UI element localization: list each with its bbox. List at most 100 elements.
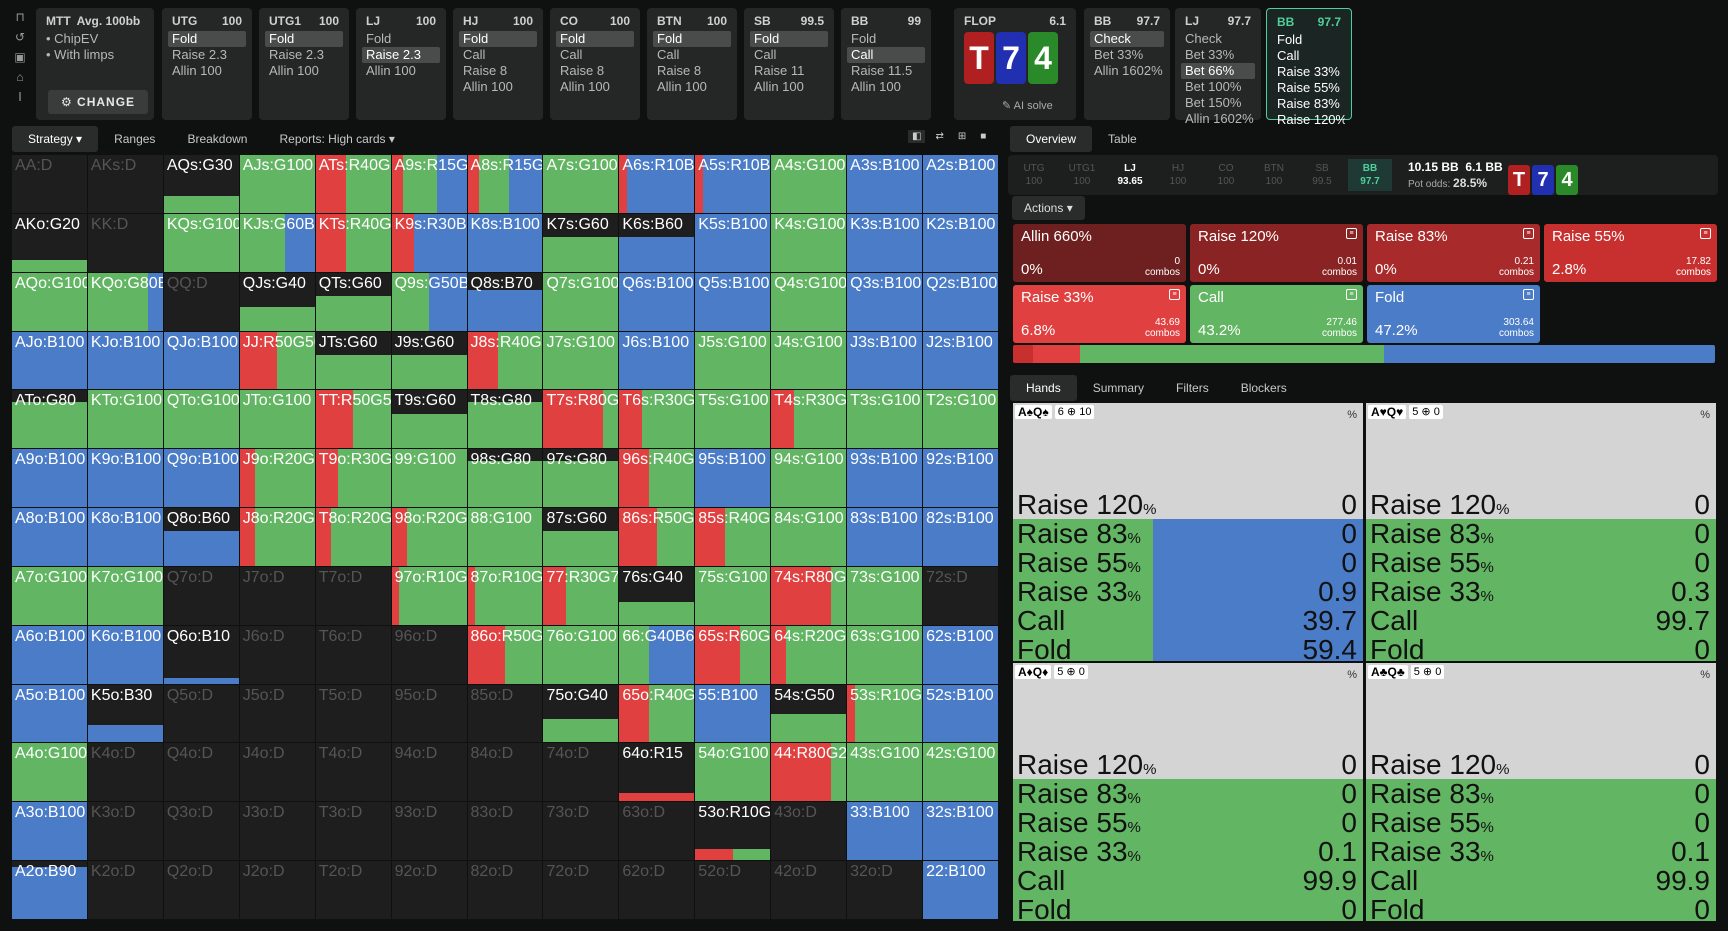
hand-detail-card[interactable]: A♠Q♠ 6 ⊕ 10% Raise 120% 0 Raise 83% 0 Raise 55… xyxy=(1013,403,1363,661)
position-panel-bb[interactable]: BB 99 Fold Call Raise 11.5 Allin 100 xyxy=(841,8,931,120)
hand-cell[interactable]: A9s:R15G45B40 xyxy=(391,155,467,213)
hand-cell[interactable]: 64s:R20G80 xyxy=(771,625,847,684)
hand-cell[interactable]: T2o:D xyxy=(315,861,391,919)
hand-cell[interactable]: KJs:G60B40 xyxy=(239,213,315,272)
hand-cell[interactable]: T5o:D xyxy=(315,684,391,743)
hand-cell[interactable]: 73s:G100 xyxy=(847,566,923,625)
hand-cell[interactable]: K6o:B100 xyxy=(87,625,163,684)
hand-cell[interactable]: Q2o:D xyxy=(163,861,239,919)
position-option[interactable]: Raise 11.5 xyxy=(851,63,913,78)
details-icon[interactable]: ≡ xyxy=(1346,228,1357,239)
hand-cell[interactable]: A4o:G100 xyxy=(12,743,87,802)
position-option[interactable]: Call xyxy=(560,47,583,62)
postflop-panel-bb[interactable]: BB 97.7 Check Bet 33% Allin 1602% xyxy=(1084,8,1170,120)
postflop-option[interactable]: Raise 33% xyxy=(1277,64,1340,79)
compact-icon[interactable]: ⇄ xyxy=(935,131,944,142)
hand-cell[interactable]: A6s:R10B90 xyxy=(619,155,695,213)
hand-cell[interactable]: 32s:B100 xyxy=(923,802,998,861)
hand-cell[interactable]: 32o:D xyxy=(847,861,923,919)
hand-cell[interactable]: 96s:R40G60 xyxy=(619,449,695,508)
hand-cell[interactable]: Q9s:G50B50 xyxy=(391,272,467,331)
hand-cell[interactable]: 76o:G100 xyxy=(543,625,619,684)
position-option[interactable]: Raise 8 xyxy=(463,63,508,78)
hand-cell[interactable]: T6s:R30G70 xyxy=(619,390,695,449)
postflop-option[interactable]: Fold xyxy=(1277,32,1303,47)
tab-reports[interactable]: Reports: High cards ▾ xyxy=(279,132,395,146)
save-icon[interactable]: ▣ xyxy=(14,50,26,64)
hand-cell[interactable]: Q7s:G100 xyxy=(543,272,619,331)
details-icon[interactable]: ≡ xyxy=(1700,228,1711,239)
percent-toggle[interactable]: % xyxy=(1700,409,1710,421)
hand-cell[interactable]: T5s:G100 xyxy=(695,390,771,449)
hand-cell[interactable]: 93o:D xyxy=(391,802,467,861)
hand-cell[interactable]: 75o:G40 xyxy=(543,684,619,743)
position-panel-sb[interactable]: SB 99.5 Fold Call Raise 11 Allin 100 xyxy=(744,8,834,120)
hand-cell[interactable]: K9s:R30B70 xyxy=(391,213,467,272)
action-box[interactable]: Allin 660% 0% 0 combos xyxy=(1013,224,1186,282)
hand-cell[interactable]: Q3s:B100 xyxy=(847,272,923,331)
actions-dropdown[interactable]: Actions ▾ xyxy=(1012,196,1085,220)
position-panel-utg[interactable]: UTG 100 Fold Raise 2.3 Allin 100 xyxy=(162,8,252,120)
position-option[interactable]: Allin 100 xyxy=(172,63,222,78)
position-option[interactable]: Allin 100 xyxy=(657,79,707,94)
hand-cell[interactable]: 94s:G100 xyxy=(771,449,847,508)
position-option[interactable]: Call xyxy=(847,47,925,63)
postflop-option[interactable]: Raise 83% xyxy=(1277,96,1340,111)
postflop-option[interactable]: Raise 55% xyxy=(1277,80,1340,95)
position-option[interactable]: Fold xyxy=(265,31,343,47)
text-cursor-icon[interactable]: Ⅰ xyxy=(18,90,22,104)
hand-cell[interactable]: A9o:B100 xyxy=(12,449,87,508)
hand-cell[interactable]: K6s:B60 xyxy=(619,213,695,272)
postflop-option[interactable]: Check xyxy=(1090,31,1164,47)
hand-cell[interactable]: J6o:D xyxy=(239,625,315,684)
hand-cell[interactable]: J4o:D xyxy=(239,743,315,802)
hand-cell[interactable]: JTs:G60 xyxy=(315,331,391,390)
hand-cell[interactable]: JJ:R50G50 xyxy=(239,331,315,390)
position-option[interactable]: Call xyxy=(657,47,680,62)
hand-cell[interactable]: A2s:B100 xyxy=(923,155,998,213)
summary-position[interactable]: CO 100 xyxy=(1217,163,1235,187)
summary-position[interactable]: UTG 100 xyxy=(1023,163,1045,187)
action-box[interactable]: Call ≡ 43.2% 277.46 combos xyxy=(1190,285,1363,343)
position-option[interactable]: Allin 100 xyxy=(754,79,804,94)
position-option[interactable]: Fold xyxy=(168,31,246,47)
hand-cell[interactable]: 52o:D xyxy=(695,861,771,919)
hand-cell[interactable]: K2o:D xyxy=(87,861,163,919)
hand-cell[interactable]: 85s:R40G60 xyxy=(695,508,771,566)
tab-blockers[interactable]: Blockers xyxy=(1240,381,1287,395)
hand-cell[interactable]: 97o:R10G90 xyxy=(391,566,467,625)
postflop-option[interactable]: Bet 66% xyxy=(1181,63,1255,79)
hand-detail-card[interactable]: A♣Q♣ 5 ⊕ 0% Raise 120% 0 Raise 83% 0 Raise 55%… xyxy=(1366,663,1716,921)
hand-cell[interactable]: J3s:B100 xyxy=(847,331,923,390)
summary-position[interactable]: BB 97.7 xyxy=(1348,159,1392,191)
hand-cell[interactable]: K9o:B100 xyxy=(87,449,163,508)
hand-cell[interactable]: Q4s:G100 xyxy=(771,272,847,331)
hand-cell[interactable]: 65s:R60G40 xyxy=(695,625,771,684)
hand-detail-card[interactable]: A♦Q♦ 5 ⊕ 0% Raise 120% 0 Raise 83% 0 Raise 55%… xyxy=(1013,663,1363,921)
hand-cell[interactable]: J3o:D xyxy=(239,802,315,861)
hand-cell[interactable]: JTo:G100 xyxy=(239,390,315,449)
hand-cell[interactable]: 74s:R80G20 xyxy=(771,566,847,625)
hand-cell[interactable]: KTs:R40G60 xyxy=(315,213,391,272)
hand-cell[interactable]: AKo:G20 xyxy=(12,213,87,272)
hand-cell[interactable]: QJo:B100 xyxy=(163,331,239,390)
hand-cell[interactable]: 84s:G100 xyxy=(771,508,847,566)
hand-cell[interactable]: A7s:G100 xyxy=(543,155,619,213)
hand-cell[interactable]: 95s:B100 xyxy=(695,449,771,508)
hand-cell[interactable]: K8o:B100 xyxy=(87,508,163,566)
position-option[interactable]: Raise 11 xyxy=(754,63,805,78)
tab-ranges[interactable]: Ranges xyxy=(114,132,156,146)
action-box[interactable]: Raise 55% ≡ 2.8% 17.82 combos xyxy=(1544,224,1717,282)
position-panel-lj[interactable]: LJ 100 Fold Raise 2.3 Allin 100 xyxy=(356,8,446,120)
hand-cell[interactable]: T4o:D xyxy=(315,743,391,802)
hand-cell[interactable]: T8s:G80 xyxy=(467,390,543,449)
hand-cell[interactable]: 33:B100 xyxy=(847,802,923,861)
position-option[interactable]: Fold xyxy=(556,31,634,47)
hand-cell[interactable]: Q3o:D xyxy=(163,802,239,861)
postflop-option[interactable]: Call xyxy=(1277,48,1300,63)
details-icon[interactable]: ≡ xyxy=(1523,289,1534,300)
postflop-option[interactable]: Bet 150% xyxy=(1185,95,1242,110)
hand-cell[interactable]: J5o:D xyxy=(239,684,315,743)
hand-cell[interactable]: J5s:G100 xyxy=(695,331,771,390)
position-option[interactable]: Allin 100 xyxy=(560,79,610,94)
